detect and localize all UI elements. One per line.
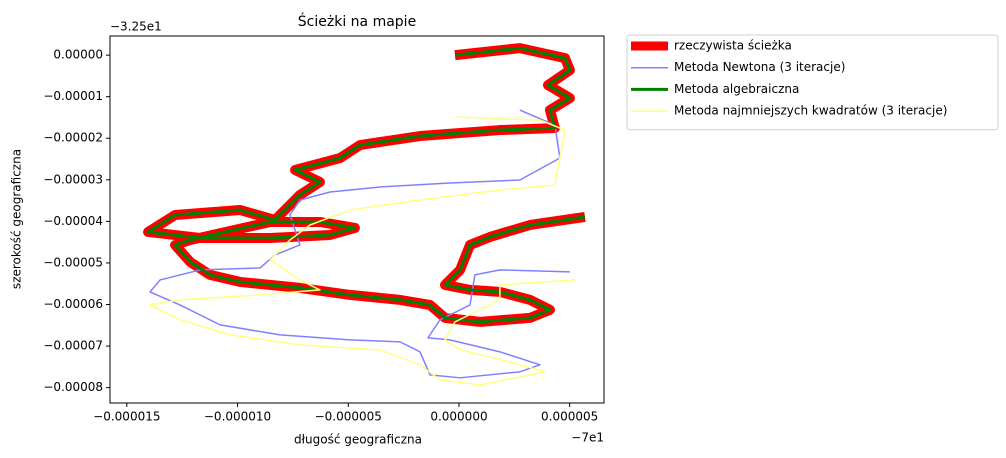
y-tick-label: −0.00005 bbox=[43, 255, 103, 269]
y-offset-label: −3.25e1 bbox=[110, 20, 162, 34]
x-tick-label: −0.000015 bbox=[93, 410, 160, 424]
y-tick-label: −0.00003 bbox=[43, 172, 103, 186]
y-tick-label: −0.00004 bbox=[43, 214, 103, 228]
y-axis-label: szerokość geograficzna bbox=[10, 149, 24, 289]
x-tick-label: −0.000010 bbox=[204, 410, 271, 424]
series-line bbox=[143, 43, 586, 327]
x-axis-label: długość geograficzna bbox=[294, 433, 422, 447]
x-offset-label: −7e1 bbox=[571, 431, 604, 445]
legend-label: Metoda najmniejszych kwadratów (3 iterac… bbox=[674, 104, 947, 118]
legend-label: Metoda Newtona (3 iteracje) bbox=[674, 60, 845, 74]
y-tick-label: −0.00007 bbox=[43, 339, 103, 353]
y-tick-label: −0.00002 bbox=[43, 131, 103, 145]
y-tick-label: −0.00008 bbox=[43, 380, 103, 394]
x-tick-label: −0.000005 bbox=[315, 410, 382, 424]
legend-frame bbox=[626, 34, 999, 131]
x-tick-label: 0.000005 bbox=[541, 410, 598, 424]
series-line bbox=[149, 116, 576, 386]
y-tick-label: −0.00006 bbox=[43, 297, 103, 311]
chart-title: Ścieżki na mapie bbox=[298, 12, 416, 30]
legend-label: Metoda algebraiczna bbox=[674, 82, 799, 96]
y-tick-label: −0.00001 bbox=[43, 89, 103, 103]
series-line bbox=[146, 46, 586, 324]
series-line bbox=[149, 109, 570, 379]
plot-frame bbox=[109, 35, 605, 404]
legend-label: rzeczywista ścieżka bbox=[674, 39, 792, 53]
y-tick-label: 0.00000 bbox=[53, 48, 103, 62]
x-tick-label: 0.000000 bbox=[430, 410, 487, 424]
